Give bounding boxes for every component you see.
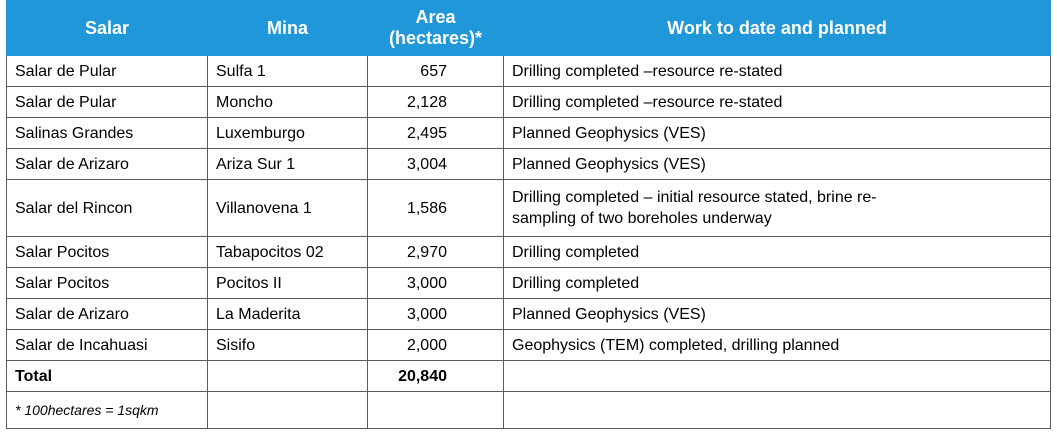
table-row: Salar del Rincon Villanovena 1 1,586 Dri…	[6, 179, 1051, 237]
cell-mina: Sulfa 1	[207, 55, 368, 87]
cell-mina: Moncho	[207, 86, 368, 118]
footnote-empty-area	[367, 391, 504, 429]
claims-table: Salar Mina Area (hectares)* Work to date…	[6, 0, 1051, 429]
cell-salar: Salar de Arizaro	[6, 148, 208, 180]
cell-salar: Salar de Arizaro	[6, 298, 208, 330]
header-area-line1: Area	[415, 7, 456, 27]
cell-work: Planned Geophysics (VES)	[503, 298, 1051, 330]
cell-area: 3,000	[367, 267, 504, 299]
cell-work: Drilling completed – initial resource st…	[503, 179, 1051, 237]
cell-mina: Luxemburgo	[207, 117, 368, 149]
cell-area: 3,000	[367, 298, 504, 330]
footnote: * 100hectares = 1sqkm	[6, 391, 208, 429]
table-row: Salar de Arizaro Ariza Sur 1 3,004 Plann…	[6, 148, 1051, 180]
cell-salar: Salar de Incahuasi	[6, 329, 208, 361]
total-label: Total	[6, 360, 208, 392]
cell-salar: Salar Pocitos	[6, 236, 208, 268]
cell-area: 2,970	[367, 236, 504, 268]
cell-salar: Salar del Rincon	[6, 179, 208, 237]
cell-work: Drilling completed –resource re-stated	[503, 86, 1051, 118]
total-empty-mina	[207, 360, 368, 392]
cell-salar: Salar de Pular	[6, 55, 208, 87]
cell-area: 1,586	[367, 179, 504, 237]
cell-salar: Salar Pocitos	[6, 267, 208, 299]
cell-area: 2,495	[367, 117, 504, 149]
table-row: Salar de Incahuasi Sisifo 2,000 Geophysi…	[6, 329, 1051, 361]
cell-work: Geophysics (TEM) completed, drilling pla…	[503, 329, 1051, 361]
cell-work-line2: sampling of two boreholes underway	[512, 210, 772, 227]
cell-area: 657	[367, 55, 504, 87]
cell-area: 2,000	[367, 329, 504, 361]
total-empty-work	[503, 360, 1051, 392]
cell-mina: Pocitos II	[207, 267, 368, 299]
table-row: Salar Pocitos Pocitos II 3,000 Drilling …	[6, 267, 1051, 299]
header-mina: Mina	[207, 0, 368, 56]
footnote-row: * 100hectares = 1sqkm	[6, 391, 1051, 429]
cell-work: Drilling completed –resource re-stated	[503, 55, 1051, 87]
cell-work: Drilling completed	[503, 267, 1051, 299]
table-row: Salar de Arizaro La Maderita 3,000 Plann…	[6, 298, 1051, 330]
cell-area: 3,004	[367, 148, 504, 180]
table-row: Salar de Pular Sulfa 1 657 Drilling comp…	[6, 55, 1051, 87]
footnote-empty-work	[503, 391, 1051, 429]
footnote-empty-mina	[207, 391, 368, 429]
table-row: Salinas Grandes Luxemburgo 2,495 Planned…	[6, 117, 1051, 149]
cell-mina: Sisifo	[207, 329, 368, 361]
cell-work: Planned Geophysics (VES)	[503, 117, 1051, 149]
table-row: Salar de Pular Moncho 2,128 Drilling com…	[6, 86, 1051, 118]
header-work: Work to date and planned	[503, 0, 1051, 56]
cell-salar: Salinas Grandes	[6, 117, 208, 149]
total-area: 20,840	[367, 360, 504, 392]
header-row: Salar Mina Area (hectares)* Work to date…	[6, 0, 1051, 56]
cell-mina: La Maderita	[207, 298, 368, 330]
cell-work-line1: Drilling completed – initial resource st…	[512, 189, 877, 206]
header-area: Area (hectares)*	[367, 0, 504, 56]
header-salar: Salar	[6, 0, 208, 56]
total-row: Total 20,840	[6, 360, 1051, 392]
table-row: Salar Pocitos Tabapocitos 02 2,970 Drill…	[6, 236, 1051, 268]
cell-mina: Villanovena 1	[207, 179, 368, 237]
cell-mina: Ariza Sur 1	[207, 148, 368, 180]
cell-area: 2,128	[367, 86, 504, 118]
cell-mina: Tabapocitos 02	[207, 236, 368, 268]
cell-work: Drilling completed	[503, 236, 1051, 268]
cell-salar: Salar de Pular	[6, 86, 208, 118]
header-area-line2: (hectares)*	[388, 28, 483, 48]
cell-work: Planned Geophysics (VES)	[503, 148, 1051, 180]
